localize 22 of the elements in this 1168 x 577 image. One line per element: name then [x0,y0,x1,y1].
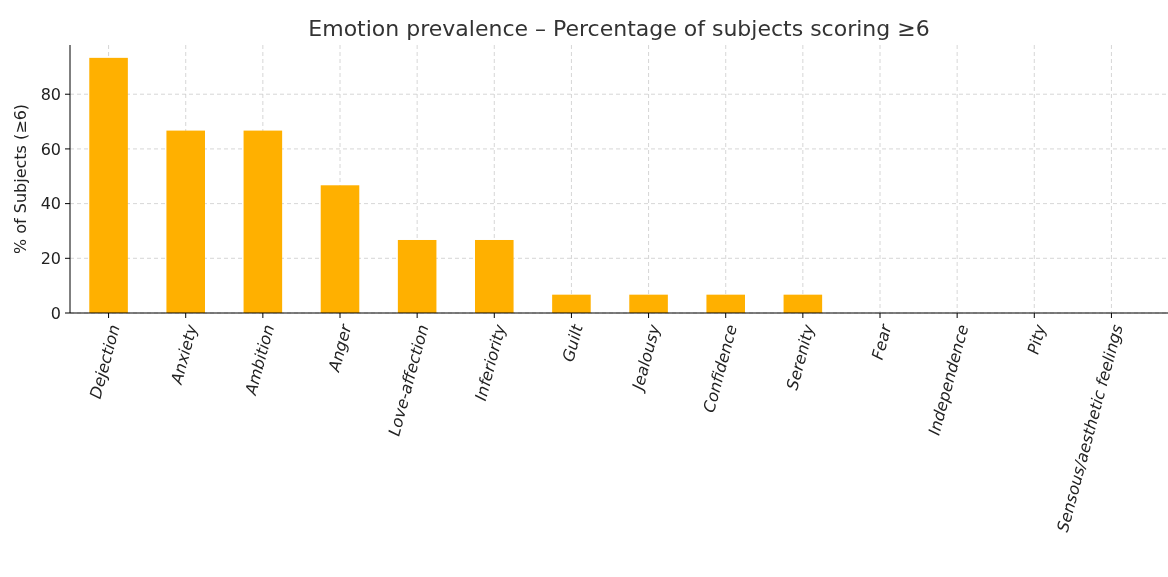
bar [552,294,591,313]
bar [397,239,437,313]
y-tick-label: 20 [40,248,61,268]
bar [783,294,823,313]
x-tick-label: Pity [1023,322,1050,357]
y-tick-label: 60 [40,139,61,159]
bar [89,57,128,313]
bar [629,294,668,313]
x-tick-label: Guilt [558,321,587,364]
bar [706,294,745,313]
y-tick-label: 40 [40,194,61,214]
x-tick-label: Anxiety [166,322,202,387]
bar [166,130,205,313]
chart-title: Emotion prevalence – Percentage of subjects scoring ≥6 [308,16,930,41]
y-tick-label: 0 [50,303,61,323]
bar [320,185,360,313]
y-tick-label: 80 [40,84,61,104]
x-tick-label: Fear [867,321,896,362]
bar [475,239,514,313]
x-tick-label: Anger [324,321,356,375]
y-axis-title: % of Subjects (≥6) [11,103,30,255]
bar [243,130,283,313]
